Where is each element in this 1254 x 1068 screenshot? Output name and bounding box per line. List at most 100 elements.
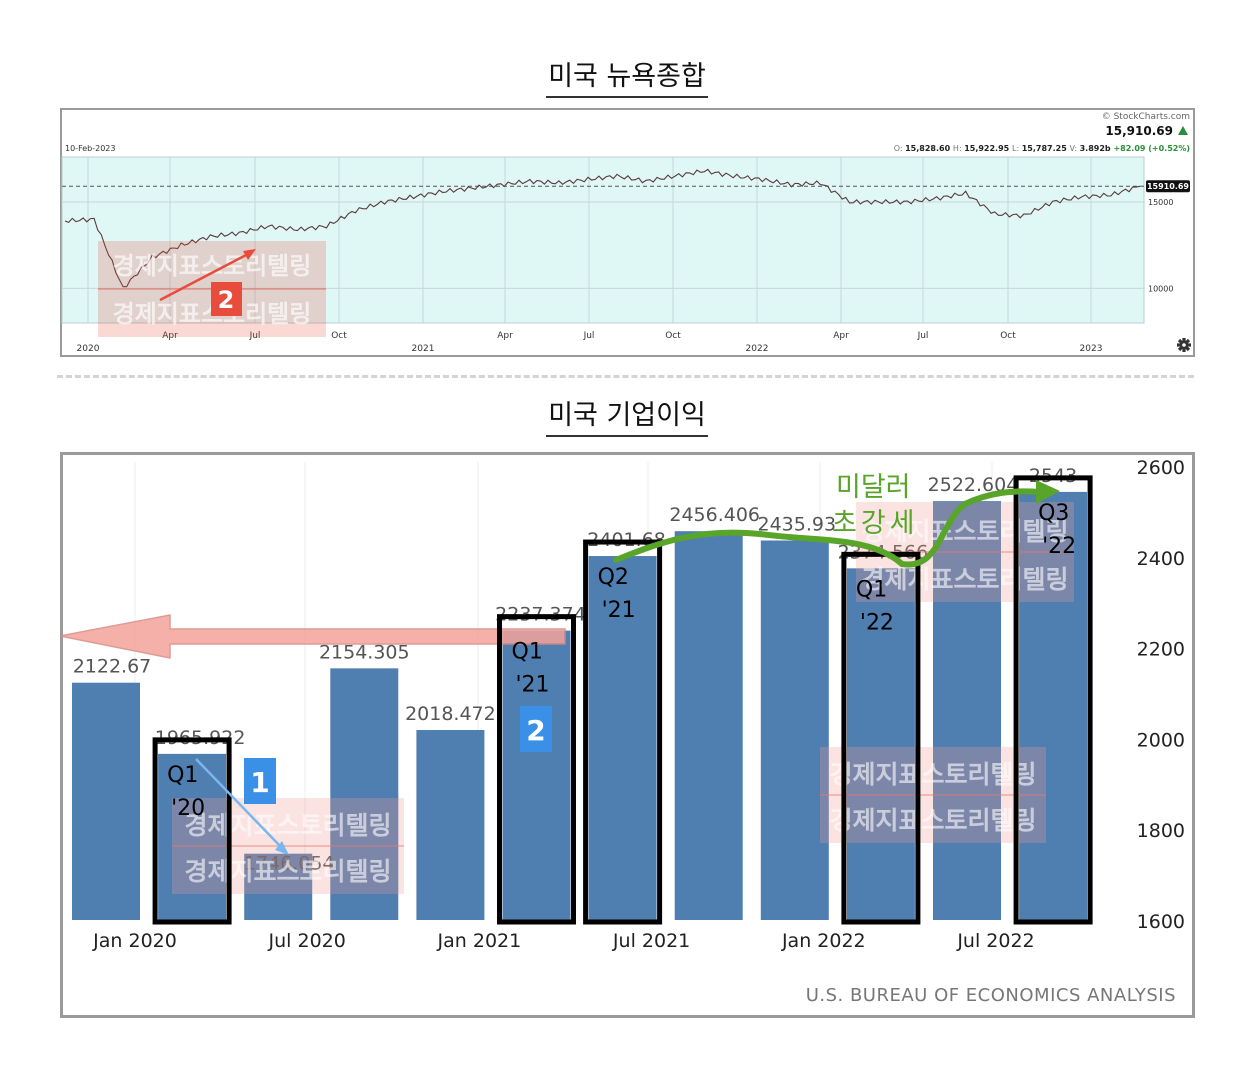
ohlc-value: 15,787.25	[1022, 144, 1070, 153]
x-tick-label: Jan 2021	[437, 930, 522, 952]
value-label: 2018.472	[405, 703, 496, 725]
y-tick-label: 2600	[1137, 457, 1185, 479]
x-month-label: Oct	[665, 331, 681, 341]
x-year-label: 2020	[77, 344, 100, 354]
number-badge-bg	[211, 282, 242, 316]
x-tick-label: Jan 2020	[92, 930, 177, 952]
x-month-label: Jul	[917, 331, 929, 341]
top-chart-title-text: 미국 뉴욕종합	[546, 61, 708, 98]
bottom-chart-title-text: 미국 기업이익	[546, 400, 708, 437]
highlight-box-label: '22	[1042, 534, 1076, 559]
highlight-box-frame	[152, 737, 232, 925]
pink-left-arrow	[60, 614, 566, 659]
value-label: 2522.604	[928, 474, 1019, 496]
value-label: 2456.406	[669, 504, 760, 526]
y-tick-label: 10000	[1148, 284, 1173, 293]
watermark-text: 경제지표스토리텔링	[184, 811, 391, 840]
bar	[158, 753, 227, 920]
x-month-label: Oct	[331, 331, 347, 341]
last-price-tag: 15910.69	[1146, 180, 1190, 193]
x-year-label: 2023	[1080, 344, 1103, 354]
bar	[72, 682, 140, 920]
highlight-box: Q2'21	[583, 539, 663, 925]
y-tick-label: 2400	[1137, 548, 1185, 570]
x-month-label: Oct	[1000, 331, 1016, 341]
bar	[416, 730, 485, 920]
highlight-box: Q3'22	[1013, 475, 1093, 925]
last-price-tag-bg	[1146, 180, 1190, 193]
last-price-tag-text: 15910.69	[1147, 182, 1189, 191]
watermark-text: 경제지표스토리텔링	[184, 857, 391, 886]
highlight-box-label: Q1	[512, 640, 543, 665]
gear-hole	[1182, 343, 1186, 347]
y-tick-label: 2000	[1137, 729, 1185, 751]
highlight-box-label: '20	[171, 796, 205, 821]
annotation-line: 초강세	[832, 508, 919, 539]
highlight-box-label: Q3	[1038, 501, 1069, 526]
number-badge: 2	[520, 706, 552, 752]
credit-label: © StockCharts.com	[1102, 112, 1190, 122]
top-chart-title: 미국 뉴욕종합	[0, 54, 1254, 98]
ohlc-value: 3.892b	[1080, 144, 1114, 153]
drop-arrow-shaft	[195, 758, 283, 849]
bar	[933, 501, 1001, 920]
corporate-profits-chart: 1600180020002200240026002122.671965.9221…	[60, 452, 1195, 1018]
highlight-box-label: Q2	[598, 565, 629, 590]
ohlc-key: H:	[953, 144, 964, 153]
value-label: 1746.054	[244, 853, 335, 875]
number-badge: 1	[244, 758, 276, 804]
bar	[846, 568, 915, 920]
gear-tooth	[1182, 348, 1186, 352]
watermark-text: 경제지표스토리텔링	[861, 517, 1068, 546]
x-month-label: Apr	[833, 331, 849, 341]
rise-arrow-shaft	[159, 252, 249, 302]
watermark-text: 경제지표스토리텔링	[113, 252, 312, 280]
ohlc-row: O: 15,828.60 H: 15,922.95 L: 15,787.25 V…	[894, 144, 1190, 153]
bar	[502, 630, 571, 920]
number-badge-text: 2	[218, 286, 235, 314]
highlight-box-frame	[497, 614, 576, 925]
highlight-box-frame	[841, 551, 921, 925]
value-label: 2154.305	[319, 641, 410, 663]
gear-icon	[1177, 338, 1191, 352]
annotation-line: 미달러	[836, 472, 911, 503]
x-tick-label: Jul 2021	[612, 930, 690, 952]
x-year-label: 2022	[746, 344, 769, 354]
x-month-label: Jul	[249, 331, 261, 341]
y-tick-label: 15000	[1148, 198, 1173, 207]
y-tick-label: 2200	[1137, 639, 1185, 661]
bar	[674, 531, 743, 920]
green-trend-arrow	[613, 488, 1043, 568]
highlight-box-frame	[583, 539, 663, 925]
nyse-composite-chart: © StockCharts.com 15,910.69 10-Feb-2023 O: …	[60, 108, 1195, 357]
highlight-box: Q1 '21	[497, 614, 576, 925]
plot-background	[61, 156, 1145, 324]
ohlc-key: V:	[1070, 144, 1080, 153]
highlight-box: Q1'20	[152, 737, 232, 925]
highlight-box-label: '22	[860, 610, 894, 635]
x-year-label: 2021	[412, 344, 435, 354]
x-tick-label: Jul 2020	[268, 930, 346, 952]
bar	[1019, 491, 1088, 920]
watermark-text: 경제지표스토리텔링	[829, 806, 1036, 835]
price-series-line	[64, 168, 1141, 288]
y-tick-label: 1800	[1137, 820, 1185, 842]
highlight-box: Q1'22	[841, 551, 921, 925]
watermark-text: 경제지표스토리텔링	[861, 565, 1068, 594]
pink-left-arrow-shape	[60, 614, 566, 659]
rise-arrow-head	[243, 249, 256, 260]
highlight-box-label: '21	[602, 598, 636, 623]
x-month-label: Jul	[583, 331, 595, 341]
value-label: 2435.93	[758, 513, 837, 535]
drop-arrow-head	[275, 841, 289, 855]
ohlc-value: 15,922.95	[964, 144, 1012, 153]
highlight-box-label: Q1	[856, 577, 887, 602]
value-label: 2122.67	[73, 656, 152, 678]
highlight-box-label: Q1	[167, 763, 198, 788]
bar	[244, 853, 313, 920]
x-tick-label: Jan 2022	[781, 930, 866, 952]
number-badge: 2	[211, 282, 242, 316]
gear-tooth	[1182, 338, 1186, 342]
